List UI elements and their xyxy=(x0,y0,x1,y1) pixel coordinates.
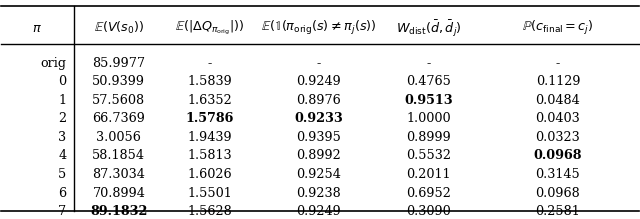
Text: 1: 1 xyxy=(58,94,67,107)
Text: 1.5501: 1.5501 xyxy=(188,187,232,200)
Text: 0.2581: 0.2581 xyxy=(536,205,580,218)
Text: $\pi$: $\pi$ xyxy=(33,22,42,35)
Text: 87.3034: 87.3034 xyxy=(92,168,145,181)
Text: 1.6026: 1.6026 xyxy=(188,168,232,181)
Text: $\mathbb{P}(c_{\mathrm{final}} = c_j)$: $\mathbb{P}(c_{\mathrm{final}} = c_j)$ xyxy=(522,19,594,37)
Text: 0.9513: 0.9513 xyxy=(404,94,453,107)
Text: 1.9439: 1.9439 xyxy=(188,131,232,144)
Text: 1.5628: 1.5628 xyxy=(188,205,232,218)
Text: 0.0968: 0.0968 xyxy=(534,149,582,162)
Text: 0.8992: 0.8992 xyxy=(296,149,340,162)
Text: $\mathbb{E}(\mathbb{1}(\pi_{\mathrm{orig}}(s) \neq \pi_j(s))$: $\mathbb{E}(\mathbb{1}(\pi_{\mathrm{orig… xyxy=(260,19,376,37)
Text: 66.7369: 66.7369 xyxy=(92,112,145,125)
Text: -: - xyxy=(208,57,212,70)
Text: orig: orig xyxy=(40,57,67,70)
Text: -: - xyxy=(316,57,321,70)
Text: 0.1129: 0.1129 xyxy=(536,75,580,88)
Text: 5: 5 xyxy=(58,168,67,181)
Text: 0.9395: 0.9395 xyxy=(296,131,341,144)
Text: 2: 2 xyxy=(58,112,67,125)
Text: 0.9233: 0.9233 xyxy=(294,112,343,125)
Text: -: - xyxy=(556,57,560,70)
Text: 0.6952: 0.6952 xyxy=(406,187,451,200)
Text: 85.9977: 85.9977 xyxy=(92,57,145,70)
Text: 0.9249: 0.9249 xyxy=(296,205,340,218)
Text: 1.5839: 1.5839 xyxy=(188,75,232,88)
Text: 0.8999: 0.8999 xyxy=(406,131,451,144)
Text: 7: 7 xyxy=(58,205,67,218)
Text: 0: 0 xyxy=(58,75,67,88)
Text: 0.0403: 0.0403 xyxy=(536,112,580,125)
Text: 0.9254: 0.9254 xyxy=(296,168,341,181)
Text: 0.0484: 0.0484 xyxy=(536,94,580,107)
Text: 1.5786: 1.5786 xyxy=(186,112,234,125)
Text: -: - xyxy=(426,57,431,70)
Text: 50.9399: 50.9399 xyxy=(92,75,145,88)
Text: $\mathbb{E}(V(s_0))$: $\mathbb{E}(V(s_0))$ xyxy=(93,20,144,36)
Text: 57.5608: 57.5608 xyxy=(92,94,145,107)
Text: 0.9238: 0.9238 xyxy=(296,187,340,200)
Text: 6: 6 xyxy=(58,187,67,200)
Text: 0.4765: 0.4765 xyxy=(406,75,451,88)
Text: 4: 4 xyxy=(58,149,67,162)
Text: 0.3090: 0.3090 xyxy=(406,205,451,218)
Text: 0.0323: 0.0323 xyxy=(536,131,580,144)
Text: 0.2011: 0.2011 xyxy=(406,168,451,181)
Text: $W_{\mathrm{dist}}(\bar{d}, \bar{d}_j)$: $W_{\mathrm{dist}}(\bar{d}, \bar{d}_j)$ xyxy=(396,18,461,39)
Text: 0.3145: 0.3145 xyxy=(536,168,580,181)
Text: $\mathbb{E}(|\Delta Q_{\pi_{\mathrm{orig}}}|))$: $\mathbb{E}(|\Delta Q_{\pi_{\mathrm{orig… xyxy=(175,19,244,37)
Text: 89.1832: 89.1832 xyxy=(90,205,148,218)
Text: 0.0968: 0.0968 xyxy=(536,187,580,200)
Text: 70.8994: 70.8994 xyxy=(92,187,145,200)
Text: 1.5813: 1.5813 xyxy=(188,149,232,162)
Text: 0.8976: 0.8976 xyxy=(296,94,340,107)
Text: 0.9249: 0.9249 xyxy=(296,75,340,88)
Text: 58.1854: 58.1854 xyxy=(92,149,145,162)
Text: 1.0000: 1.0000 xyxy=(406,112,451,125)
Text: 3.0056: 3.0056 xyxy=(97,131,141,144)
Text: 3: 3 xyxy=(58,131,67,144)
Text: 0.5532: 0.5532 xyxy=(406,149,451,162)
Text: 1.6352: 1.6352 xyxy=(188,94,232,107)
